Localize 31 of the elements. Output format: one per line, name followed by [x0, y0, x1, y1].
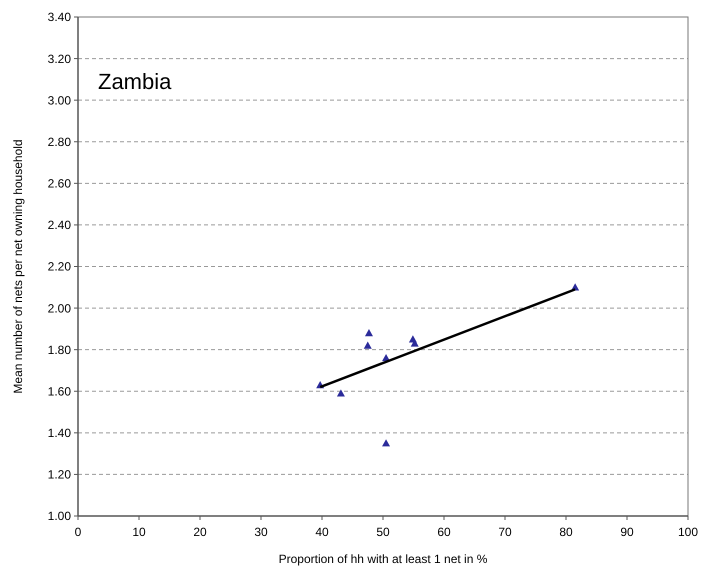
y-axis-title: Mean number of nets per net owning household: [11, 139, 25, 394]
x-tick-label: 30: [254, 525, 268, 539]
x-tick-label: 90: [620, 525, 634, 539]
y-tick-label: 1.20: [48, 468, 72, 482]
point: [364, 329, 373, 336]
annotation: Zambia: [98, 69, 172, 94]
x-tick-label: 20: [193, 525, 207, 539]
x-tick-label: 0: [74, 525, 82, 539]
y-tick-label: 1.60: [48, 384, 72, 398]
y-tick-label: 1.40: [48, 426, 72, 440]
y-tick-label: 2.80: [48, 134, 72, 149]
x-tick-label: 60: [437, 525, 451, 539]
y-tick-label: 2.40: [48, 218, 72, 232]
point: [336, 389, 345, 397]
y-tick-label: 3.40: [48, 10, 72, 24]
x-tick-label: 70: [498, 525, 512, 539]
x-tick-label: 100: [678, 525, 698, 539]
y-tick-label: 1.80: [48, 342, 72, 357]
y-tick-label: 2.20: [48, 260, 72, 274]
y-tick-label: 1.00: [48, 509, 72, 524]
y-tick-label: 3.00: [48, 93, 72, 108]
point: [382, 439, 390, 446]
x-tick-label: 40: [315, 525, 329, 539]
x-tick-label: 50: [376, 525, 390, 539]
y-tick-label: 2.60: [48, 176, 72, 191]
y-tick-label: 2.00: [48, 301, 72, 316]
y-tick-label: 3.20: [48, 52, 72, 66]
point: [364, 342, 372, 349]
x-tick-label: 10: [132, 525, 146, 539]
x-tick-label: 80: [559, 525, 573, 539]
x-axis-title: Proportion of hh with at least 1 net in %: [278, 552, 488, 566]
